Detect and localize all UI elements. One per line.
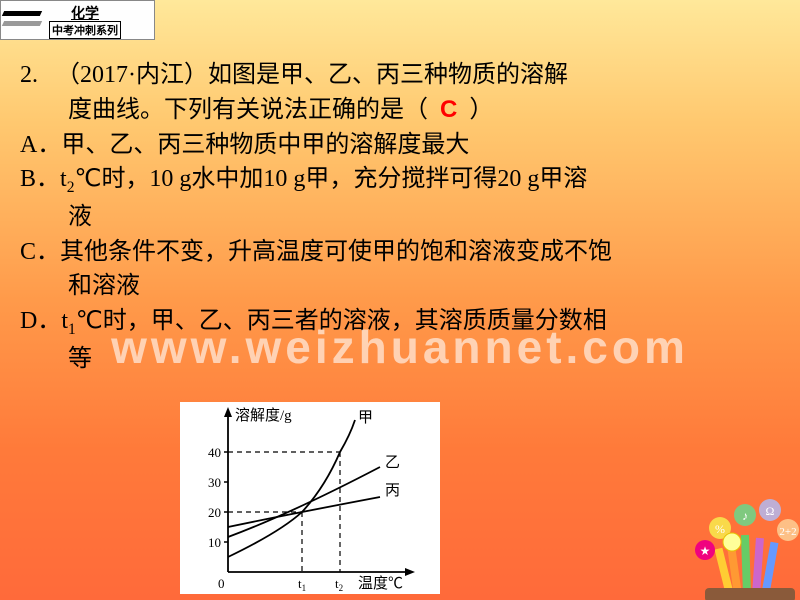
header-pattern <box>3 11 43 29</box>
option-b-cont: 液 <box>20 200 780 235</box>
curve-label-bing: 丙 <box>385 483 400 499</box>
curve-label-jia: 甲 <box>358 410 373 426</box>
ytick-30: 30 <box>208 475 221 490</box>
svg-text:%: % <box>715 522 725 536</box>
question-stem-2: 度曲线。下列有关说法正确的是（ C ） <box>20 93 780 128</box>
ytick-40: 40 <box>208 445 221 460</box>
solubility-chart: 10 20 30 40 0 t1 t2 甲 乙 丙 溶解度/g 温度℃ <box>180 402 440 594</box>
q-number: 2. <box>20 62 38 88</box>
option-c-cont: 和溶液 <box>20 269 780 304</box>
option-b: B．t2℃时，10 g水中加10 g甲，充分搅拌可得20 g甲溶 <box>20 162 780 199</box>
header-series: 中考冲刺系列 <box>49 21 121 39</box>
ytick-10: 10 <box>208 535 221 550</box>
option-d-cont: 等 <box>20 342 780 377</box>
curve-label-yi: 乙 <box>385 455 400 471</box>
svg-text:★: ★ <box>700 544 711 558</box>
question-content: 2. （2017·内江）如图是甲、乙、丙三种物质的溶解 度曲线。下列有关说法正确… <box>20 58 780 376</box>
question-stem: 2. （2017·内江）如图是甲、乙、丙三种物质的溶解 <box>20 58 780 93</box>
header-box: 化学 中考冲刺系列 <box>0 0 155 40</box>
xtick-t1: t1 <box>298 576 306 593</box>
option-a: A．甲、乙、丙三种物质中甲的溶解度最大 <box>20 128 780 163</box>
svg-text:2+2: 2+2 <box>779 526 796 538</box>
q-source: （2017·内江） <box>56 62 208 88</box>
y-axis-label: 溶解度/g <box>235 407 292 424</box>
option-c: C．其他条件不变，升高温度可使甲的饱和溶液变成不饱 <box>20 235 780 270</box>
svg-text:Ω: Ω <box>766 504 775 518</box>
ytick-20: 20 <box>208 505 221 520</box>
x-axis-label: 温度℃ <box>358 575 403 592</box>
xtick-t2: t2 <box>335 576 343 593</box>
answer-marker: C <box>440 96 457 123</box>
option-d: D．t1℃时，甲、乙、丙三者的溶液，其溶质质量分数相 <box>20 304 780 341</box>
svg-text:♪: ♪ <box>742 509 748 523</box>
pencils-decoration: % ♪ Ω 2+2 ★ <box>650 470 800 600</box>
header-subject: 化学 <box>71 3 99 23</box>
xtick-0: 0 <box>218 576 225 591</box>
chart-svg: 10 20 30 40 0 t1 t2 甲 乙 丙 溶解度/g 温度℃ <box>180 402 440 594</box>
